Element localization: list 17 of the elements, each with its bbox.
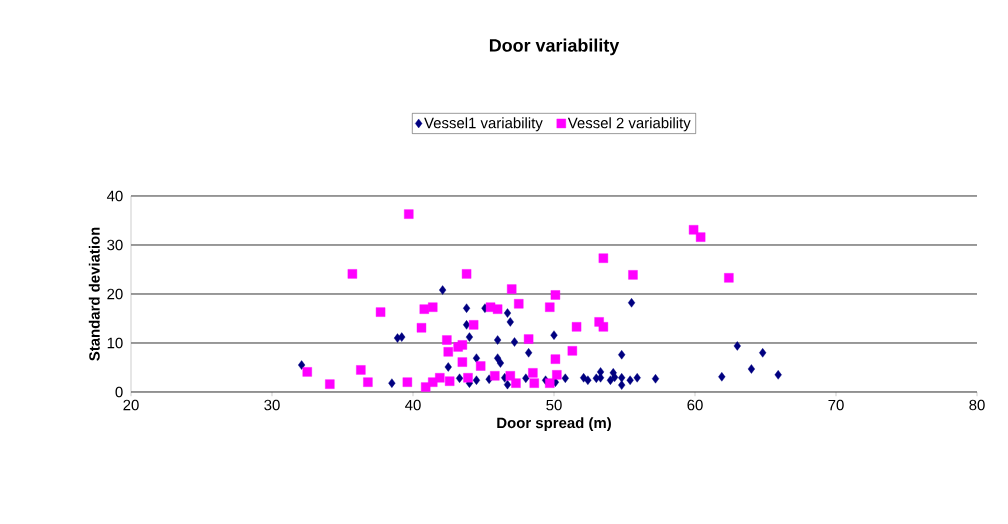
y-axis-title: Standard deviation [88, 227, 100, 361]
x-tick-label: 30 [264, 399, 280, 411]
y-tick-label: 10 [107, 337, 123, 349]
x-tick-label: 60 [687, 399, 703, 411]
x-tick-label: 70 [828, 399, 844, 411]
x-tick-label: 20 [123, 399, 139, 411]
legend-label: Vessel1 variability [424, 117, 543, 132]
y-tick-label: 40 [106, 190, 123, 202]
y-tick-label: 20 [107, 288, 123, 300]
x-tick-label: 40 [405, 399, 421, 411]
y-tick-label: 30 [107, 239, 123, 251]
x-tick-label: 50 [546, 399, 562, 411]
chart-title: Door variability [489, 38, 620, 56]
y-tick-label: 0 [115, 386, 123, 398]
x-tick-label: 80 [969, 399, 985, 411]
x-axis-title: Door spread (m) [497, 417, 611, 432]
legend-label: Vessel 2 variability [567, 117, 691, 132]
